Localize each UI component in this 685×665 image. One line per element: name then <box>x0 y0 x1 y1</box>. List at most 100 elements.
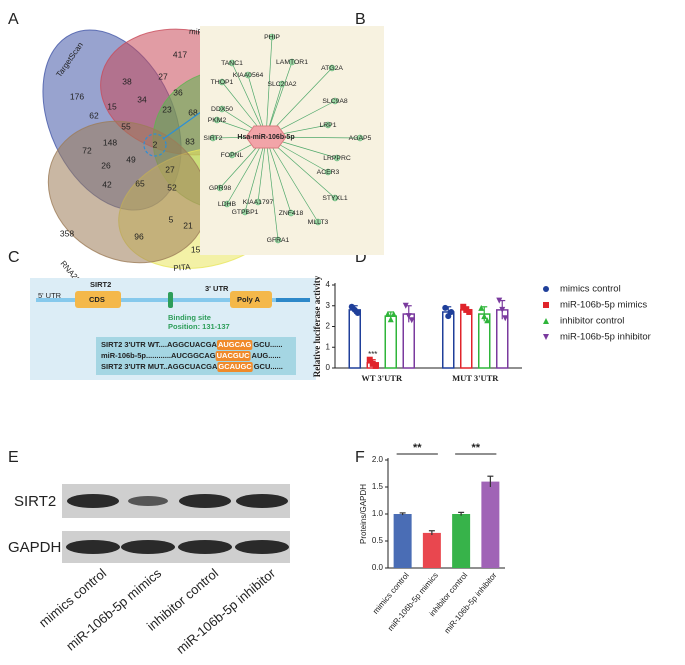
y-tick-label: 2.0 <box>372 455 384 464</box>
schematic-label: CDS <box>89 295 105 304</box>
venn-count: 38 <box>122 76 132 86</box>
legend-label: miR-106b-5p inhibitor <box>560 332 651 343</box>
node <box>228 151 236 159</box>
y-tick-label: 0.5 <box>372 536 384 545</box>
venn-count: 23 <box>162 104 172 114</box>
data-point <box>502 315 509 322</box>
node-label: ZNF418 <box>279 210 304 217</box>
edge <box>265 136 292 214</box>
hub <box>245 125 287 149</box>
venn-count: 358 <box>60 228 74 238</box>
y-tick-label: 1 <box>326 342 331 351</box>
edge <box>231 62 267 138</box>
schematic-label: 3' UTR <box>205 284 229 293</box>
edge <box>265 61 293 138</box>
venn-count: 52 <box>167 182 177 192</box>
binding-site <box>168 292 173 308</box>
venn-count: 55 <box>121 121 131 131</box>
venn-count: 42 <box>102 179 112 189</box>
venn-count: 176 <box>70 91 84 101</box>
panel-label: F <box>355 449 365 466</box>
cds-box <box>75 291 121 308</box>
node-label: GTPBP1 <box>232 209 259 216</box>
bar <box>452 514 471 568</box>
venn-count: 5 <box>169 214 174 224</box>
significance: *** <box>368 350 377 359</box>
bar <box>422 532 441 568</box>
band <box>179 494 231 508</box>
bar <box>393 514 412 568</box>
y-axis-label: Relative luciferase activity <box>312 275 322 377</box>
x-tick-label: WT 3'UTR <box>361 373 403 383</box>
schematic-label: Binding site <box>168 313 211 322</box>
data-point <box>499 306 506 313</box>
node <box>333 154 341 162</box>
x-tick-label: MUT 3'UTR <box>452 373 499 383</box>
band <box>236 494 288 508</box>
node <box>209 134 217 142</box>
data-point <box>384 311 391 318</box>
node <box>223 200 231 208</box>
y-tick-label: 3 <box>326 301 331 310</box>
node <box>216 184 224 192</box>
node-label: FOPNL <box>221 152 244 159</box>
legend-label: miR-106b-5p mimics <box>560 300 647 311</box>
legend-marker <box>543 334 549 340</box>
node-label: THOP1 <box>211 79 234 86</box>
venn-count: 21 <box>183 220 193 230</box>
sequence-box <box>96 337 296 375</box>
band <box>66 540 120 554</box>
band <box>178 540 232 554</box>
node-label: STYXL1 <box>322 195 348 202</box>
node-label: TANC1 <box>221 60 243 67</box>
node <box>278 80 286 88</box>
node <box>213 116 221 124</box>
sequence-text: GCU...... <box>253 340 282 349</box>
data-point <box>387 316 394 323</box>
edge <box>265 136 319 223</box>
edge <box>265 136 279 241</box>
data-point <box>372 362 379 369</box>
node-label: SIRT2 <box>203 135 222 142</box>
node <box>274 236 282 244</box>
venn-count: 83 <box>185 136 195 146</box>
data-point <box>484 317 491 324</box>
schematic-label: 5' UTR <box>38 291 62 300</box>
node-label: ACER3 <box>317 169 340 176</box>
schematic-label: SIRT2 <box>90 280 111 289</box>
venn-count: 65 <box>135 178 145 188</box>
data-point <box>478 304 485 311</box>
panel-label: E <box>8 449 19 466</box>
legend-label: inhibitor control <box>560 316 624 327</box>
data-point <box>445 313 452 320</box>
seed-highlight <box>215 351 251 361</box>
node-label: LAMTOR1 <box>276 59 308 66</box>
sequence-text: GCU...... <box>254 362 283 371</box>
data-point <box>366 356 373 363</box>
schematic-label: Poly A <box>237 295 261 304</box>
y-tick-label: 1.5 <box>372 482 384 491</box>
significance: ** <box>413 442 422 454</box>
data-point <box>402 302 409 309</box>
venn-count: 159 <box>191 244 205 254</box>
node <box>218 105 226 113</box>
venn-count: 148 <box>103 137 117 147</box>
hub-label: Hsa-miR-106b-5p <box>237 134 294 141</box>
band <box>67 494 119 508</box>
legend-marker <box>543 286 549 292</box>
venn-count: 26 <box>101 160 111 170</box>
protein-label: GAPDH <box>8 539 61 556</box>
venn-count: 36 <box>173 87 183 97</box>
protein-label: SIRT2 <box>14 493 56 510</box>
node <box>356 134 364 142</box>
venn-count: 62 <box>89 110 99 120</box>
node-label: LDHB <box>218 201 237 208</box>
node-label: KIAA1797 <box>243 199 274 206</box>
significance: ** <box>471 442 480 454</box>
venn-set-label: PITA <box>173 262 192 273</box>
data-point <box>481 313 488 320</box>
legend-marker <box>543 302 549 308</box>
node-label: ATG2A <box>321 65 343 72</box>
